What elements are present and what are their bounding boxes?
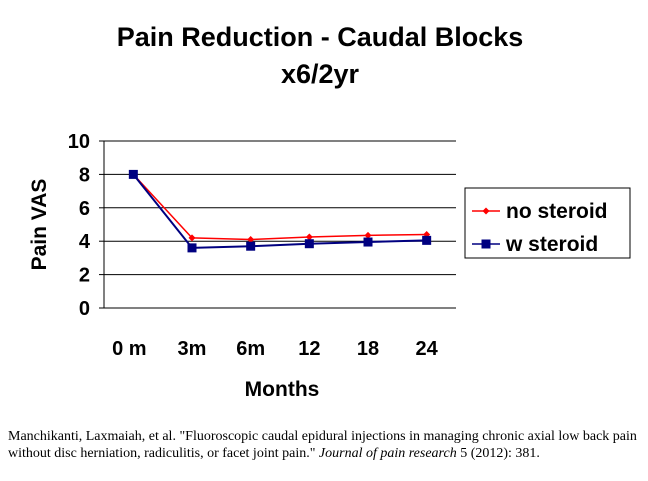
x-tick-label: 18 <box>357 338 379 360</box>
data-point <box>422 235 432 245</box>
x-tick-label: 0 m <box>112 338 146 360</box>
citation: Manchikanti, Laxmaiah, et al. "Fluorosco… <box>8 428 644 462</box>
data-point <box>187 243 197 253</box>
data-point <box>364 231 372 239</box>
legend-swatch-marker <box>481 239 491 249</box>
legend-label: w steroid <box>505 233 598 256</box>
citation-journal: Journal of pain research <box>318 446 457 461</box>
data-point <box>363 237 373 247</box>
y-tick-label: 8 <box>79 164 90 186</box>
data-point <box>247 236 255 244</box>
legend-label: no steroid <box>506 200 608 223</box>
data-point <box>128 169 138 179</box>
series-line-no-steroid <box>132 173 427 241</box>
data-point <box>305 233 313 241</box>
data-point <box>188 234 196 242</box>
legend-box <box>464 187 631 259</box>
x-tick-label: 12 <box>298 338 320 360</box>
x-tick-label: 24 <box>416 338 439 360</box>
citation-text-after: 5 (2012): 381. <box>456 446 540 461</box>
x-tick-label: 3m <box>178 338 207 360</box>
legend-swatch-marker <box>482 207 490 215</box>
chart-title-line-1: Pain Reduction - Caudal Blocks <box>116 22 524 52</box>
y-tick-label: 2 <box>79 265 90 287</box>
data-point <box>246 241 256 251</box>
y-tick-label: 0 <box>79 298 90 320</box>
series-line-w-steroid <box>132 173 427 249</box>
citation-text-before: Manchikanti, Laxmaiah, et al. "Fluorosco… <box>8 429 637 461</box>
y-tick-label: 4 <box>79 231 91 253</box>
chart-title-line-2: x6/2yr <box>280 59 360 89</box>
y-tick-label: 10 <box>68 131 90 153</box>
x-axis-label: Months <box>245 378 320 401</box>
y-tick-label: 6 <box>79 198 90 220</box>
x-tick-label: 6m <box>236 338 265 360</box>
data-point <box>304 239 314 249</box>
y-axis-label: Pain VAS <box>28 179 51 271</box>
